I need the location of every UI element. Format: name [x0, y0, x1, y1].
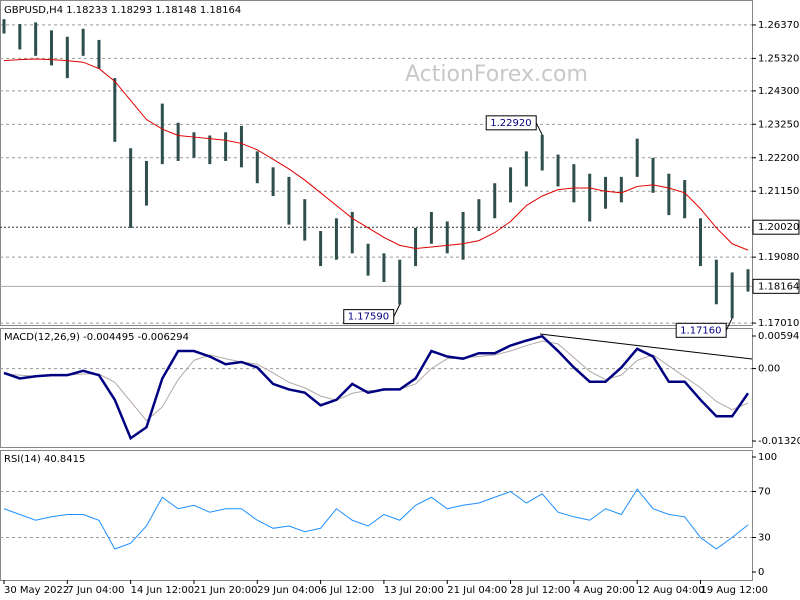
y-tick-label: 1.17010: [758, 318, 799, 329]
x-tick-label: 28 Jul 12:00: [511, 585, 571, 596]
macd-line: [3, 334, 750, 441]
price-title: GBPUSD,H4 1.18233 1.18293 1.18148 1.1816…: [4, 5, 241, 16]
level-label: 1.18164: [758, 281, 799, 292]
x-tick-label: 12 Aug 04:00: [637, 585, 704, 596]
annotation-label: 1.17590: [348, 312, 389, 323]
y-tick-label: 1.21150: [758, 186, 799, 197]
annotation-connector: [725, 318, 733, 331]
moving-average: [3, 58, 749, 251]
trend-line: [539, 333, 753, 360]
x-tick-label: 29 Jun 04:00: [257, 585, 321, 596]
macd-panel: [0, 328, 753, 448]
x-tick-label: 19 Aug 12:00: [701, 585, 768, 596]
x-tick-label: 14 Jun 12:00: [131, 585, 195, 596]
x-tick-label: 6 Jul 12:00: [321, 585, 375, 596]
y-tick-label: 30: [758, 533, 771, 544]
y-tick-label: 1.19080: [758, 252, 799, 263]
y-tick-label: -0.013207: [758, 436, 800, 447]
x-tick-label: 30 May 2022: [4, 585, 69, 596]
rsi-title: RSI(14) 40.8415: [4, 454, 85, 465]
y-tick-label: 1.22200: [758, 153, 799, 164]
y-tick-label: 1.25320: [758, 53, 799, 64]
y-tick-label: 0: [758, 567, 764, 578]
annotation-box: [343, 309, 395, 325]
macd-title: MACD(12,26,9) -0.004495 -0.006294: [4, 332, 189, 343]
x-tick-label: 4 Aug 20:00: [574, 585, 635, 596]
y-tick-label: 100: [758, 452, 777, 463]
y-tick-label: 0.005941: [758, 331, 800, 342]
x-tick-label: 21 Jun 20:00: [194, 585, 258, 596]
annotation-box: [485, 115, 537, 131]
annotation-connector: [535, 122, 543, 136]
price-panel: [0, 0, 753, 326]
x-tick-label: 7 Jun 04:00: [67, 585, 124, 596]
rsi-line: [3, 488, 749, 550]
level-box: [752, 219, 800, 235]
annotation-box: [675, 322, 727, 338]
y-tick-label: 1.23250: [758, 119, 799, 130]
annotation-connector: [393, 304, 401, 317]
level-box: [752, 278, 800, 294]
level-label: 1.20020: [758, 222, 799, 233]
x-tick-label: 21 Jul 04:00: [447, 585, 507, 596]
rsi-panel: [0, 450, 753, 581]
y-tick-label: 1.26370: [758, 20, 799, 31]
y-tick-label: 0.00: [758, 364, 780, 375]
y-tick-label: 1.24300: [758, 86, 799, 97]
annotation-label: 1.22920: [490, 118, 531, 129]
x-tick-label: 13 Jul 20:00: [384, 585, 444, 596]
y-tick-label: 70: [758, 487, 771, 498]
annotation-label: 1.17160: [680, 325, 721, 336]
watermark: ActionForex.com: [405, 62, 588, 87]
